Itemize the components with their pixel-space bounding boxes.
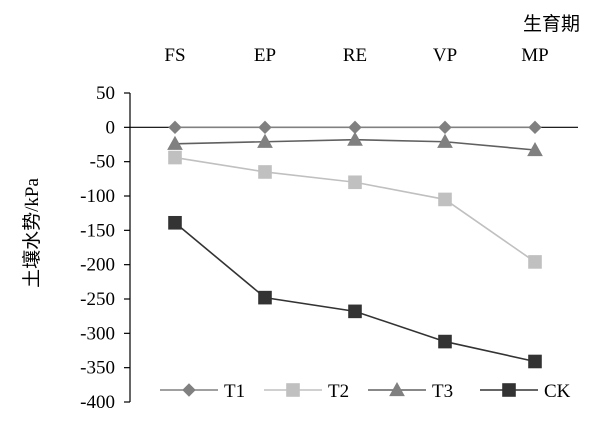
data-point-t1 [528,120,542,135]
series-ck [168,215,542,369]
y-tick-label: 50 [96,83,115,104]
data-point-t1 [348,120,362,135]
y-tick-label: -350 [80,358,115,379]
legend-marker-t2 [286,383,300,397]
x-tick-label: VP [433,45,457,66]
data-point-t2 [438,192,452,207]
y-tick-label: -50 [90,152,115,173]
x-tick-label: RE [343,45,367,66]
legend-item-t2: T2 [264,381,349,402]
legend-label-t3: T3 [432,381,453,402]
data-point-t1 [258,120,272,135]
legend-marker-ck [502,383,516,397]
data-point-t1 [168,120,182,135]
legend-label-t1: T1 [224,381,245,402]
series-line-ck [174,222,536,363]
x-axis-title: 生育期 [523,13,580,35]
series-t3 [167,131,543,157]
x-tick-label: MP [521,45,548,66]
data-point-t3 [167,135,183,150]
legend-label-t2: T2 [328,381,349,402]
x-tick-label: FS [164,45,185,66]
axes: 50 0 -50 -100 -150 -200 -250 -300 -350 -400 FS EP RE… [80,45,578,413]
series-line-t2 [174,156,536,263]
y-tick-label: -100 [80,186,115,207]
x-tick-label: EP [254,45,276,66]
series-t2 [168,150,542,269]
y-tick-label: -400 [80,392,115,413]
y-tick-label: -150 [80,220,115,241]
data-point-t3 [347,131,363,146]
legend-marker-t1 [182,383,196,397]
series-t1 [168,120,542,135]
legend: T1 T2 T3 CK [160,381,571,402]
data-point-ck [258,290,272,305]
data-point-t2 [168,150,182,165]
y-tick-label: -300 [80,323,115,344]
legend-item-ck: CK [480,381,571,402]
y-axis-title: 土壤水势/kPa [21,178,43,288]
data-point-ck [438,334,452,349]
legend-item-t3: T3 [368,381,453,402]
legend-label-ck: CK [544,381,571,402]
data-point-t1 [438,120,452,135]
data-point-t3 [257,133,273,148]
data-point-t2 [528,255,542,269]
data-point-t2 [348,175,362,190]
y-tick-label: -200 [80,255,115,276]
data-point-ck [348,304,362,319]
y-tick-label: -250 [80,289,115,310]
series-layer [167,120,543,369]
data-point-t3 [437,133,453,148]
legend-marker-t3 [389,381,405,397]
legend-item-t1: T1 [160,381,245,402]
data-point-ck [528,354,542,369]
data-point-ck [168,215,182,230]
data-point-t2 [258,165,272,179]
data-point-t3 [527,141,543,157]
y-tick-label: 0 [106,117,116,138]
